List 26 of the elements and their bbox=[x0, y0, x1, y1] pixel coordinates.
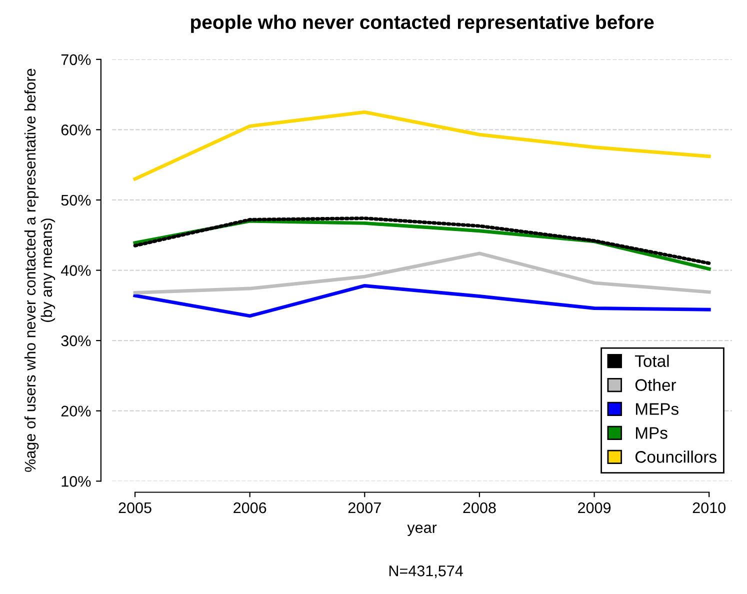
x-tick-label: 2010 bbox=[692, 502, 726, 514]
x-tick-label: 2006 bbox=[234, 502, 266, 514]
y-tick-label: 50% bbox=[61, 194, 91, 206]
x-tick-label: 2007 bbox=[348, 502, 381, 514]
legend-label: Total bbox=[635, 354, 669, 368]
line-series bbox=[133, 252, 711, 294]
x-tick-label: 2009 bbox=[578, 502, 611, 514]
y-tick-label: 40% bbox=[60, 265, 91, 276]
x-tick-label: 2008 bbox=[463, 502, 496, 514]
legend-label: MPs bbox=[636, 427, 668, 439]
y-tick-label: 20% bbox=[61, 406, 91, 417]
y-tick-label: 30% bbox=[61, 335, 91, 346]
y-tick-label: 10% bbox=[62, 476, 91, 487]
line-series bbox=[133, 110, 711, 181]
y-tick-label: 70% bbox=[61, 54, 91, 66]
line-series bbox=[133, 284, 711, 318]
legend-label: Councillors bbox=[635, 450, 716, 463]
line-series bbox=[133, 216, 711, 265]
text: N=431,574 bbox=[389, 566, 463, 578]
legend-label: MEPs bbox=[636, 403, 678, 415]
y-tick-label: 60% bbox=[61, 124, 91, 136]
x-tick-label: 2005 bbox=[118, 502, 152, 514]
x-axis-title: year bbox=[407, 524, 437, 536]
chart-title: people who never contacted representative before bbox=[191, 14, 654, 33]
legend-label: Other bbox=[635, 378, 676, 391]
y-axis-title: %age of users who never contacted a representative before (by any means) bbox=[24, 68, 56, 472]
